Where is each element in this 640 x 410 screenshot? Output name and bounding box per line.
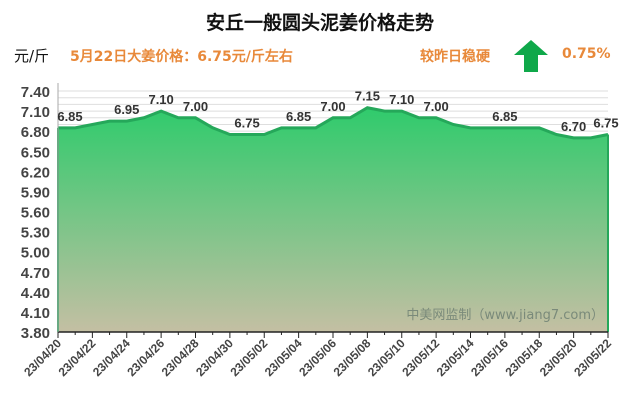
arrow-up-icon bbox=[514, 40, 548, 72]
change-percent: 0.75% bbox=[562, 46, 611, 62]
y-tick-label: 4.10 bbox=[21, 305, 50, 322]
data-label: 7.10 bbox=[389, 92, 414, 107]
data-label: 7.00 bbox=[423, 99, 448, 114]
price-info: 5月22日大姜价格：6.75元/斤左右 bbox=[70, 49, 293, 65]
data-label: 6.75 bbox=[593, 116, 618, 131]
unit-label: 元/斤 bbox=[14, 47, 50, 65]
y-tick-label: 7.40 bbox=[21, 84, 50, 101]
series-line bbox=[58, 106, 609, 140]
y-tick-label: 7.10 bbox=[21, 104, 50, 121]
y-tick-label: 5.30 bbox=[21, 225, 50, 242]
data-label: 6.85 bbox=[286, 109, 311, 124]
data-label: 7.00 bbox=[320, 99, 345, 114]
chart-title: 安丘一般圆头泥姜价格走势 bbox=[205, 12, 434, 34]
area-fill bbox=[58, 107, 608, 332]
y-tick-label: 5.00 bbox=[21, 245, 50, 262]
y-tick-label: 6.80 bbox=[21, 124, 50, 141]
data-label: 6.95 bbox=[114, 102, 139, 117]
y-tick-label: 6.20 bbox=[21, 164, 50, 181]
y-tick-label: 5.60 bbox=[21, 205, 50, 222]
y-tick-label: 4.70 bbox=[21, 265, 50, 282]
x-tick-label: 23/05/22 bbox=[571, 336, 614, 379]
data-label: 6.75 bbox=[234, 116, 259, 131]
data-label: 7.10 bbox=[148, 92, 173, 107]
data-label: 6.85 bbox=[57, 109, 82, 124]
data-label: 6.70 bbox=[561, 119, 586, 134]
data-label: 7.00 bbox=[183, 99, 208, 114]
watermark: 中美网监制（www.jiang7.com） bbox=[406, 308, 604, 323]
y-tick-label: 5.90 bbox=[21, 184, 50, 201]
y-tick-label: 3.80 bbox=[21, 325, 50, 342]
data-label: 6.85 bbox=[492, 109, 517, 124]
y-tick-label: 6.50 bbox=[21, 144, 50, 161]
data-label: 7.15 bbox=[355, 89, 380, 104]
compare-text: 较昨日稳硬 bbox=[420, 49, 490, 65]
y-tick-label: 4.40 bbox=[21, 285, 50, 302]
